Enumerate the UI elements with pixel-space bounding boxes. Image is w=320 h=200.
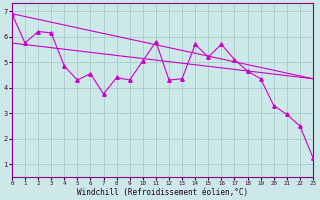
X-axis label: Windchill (Refroidissement éolien,°C): Windchill (Refroidissement éolien,°C) <box>77 188 248 197</box>
